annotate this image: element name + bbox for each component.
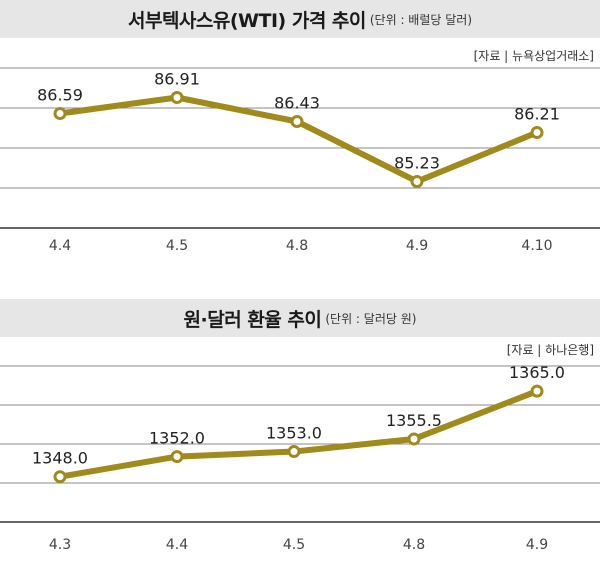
wti-data-point xyxy=(410,175,424,188)
krw-x-tick-label: 4.3 xyxy=(49,537,71,553)
wti-data-point xyxy=(290,115,304,128)
wti-data-point xyxy=(170,91,184,104)
krw-data-label: 1355.5 xyxy=(386,411,442,430)
wti-chart-title: 서부텍사스유(WTI) 가격 추이 xyxy=(127,9,366,32)
krw-x-tick-label: 4.5 xyxy=(283,537,305,553)
krw-x-tick-label: 4.4 xyxy=(166,537,188,553)
krw-chart-title: 원·달러 환율 추이 xyxy=(183,308,322,331)
krw-data-point xyxy=(287,445,301,459)
wti-data-point xyxy=(53,107,67,120)
wti-title-bar: 서부텍사스유(WTI) 가격 추이 (단위 : 배럴당 달러) xyxy=(0,0,600,38)
wti-x-tick-label: 4.10 xyxy=(521,238,552,254)
krw-data-point xyxy=(530,384,544,398)
wti-data-label: 85.23 xyxy=(394,154,440,173)
krw-data-point xyxy=(53,470,67,484)
krw-data-point xyxy=(170,450,184,464)
krw-source: [자료 | 하나은행] xyxy=(506,343,594,357)
wti-x-tick-label: 4.9 xyxy=(406,238,428,254)
wti-x-tick-label: 4.5 xyxy=(166,238,188,254)
wti-x-tick-label: 4.8 xyxy=(286,238,308,254)
krw-chart-unit: (단위 : 달러당 원) xyxy=(325,311,417,326)
krw-x-tick-label: 4.8 xyxy=(403,537,425,553)
wti-data-point xyxy=(530,126,544,139)
wti-chart-unit: (단위 : 배럴당 달러) xyxy=(369,12,473,27)
krw-data-label: 1352.0 xyxy=(149,429,205,448)
krw-data-label: 1348.0 xyxy=(32,449,88,468)
wti-data-label: 86.91 xyxy=(154,70,200,89)
krw-data-label: 1353.0 xyxy=(266,424,322,443)
krw-title-bar: 원·달러 환율 추이 (단위 : 달러당 원) xyxy=(0,299,600,337)
wti-line-chart: 86.59 4.4 86.91 4.5 86.43 4.8 85.23 4.9 86.21 4.1… xyxy=(0,67,600,254)
wti-data-label: 86.21 xyxy=(514,105,560,124)
krw-data-label: 1365.0 xyxy=(509,363,565,382)
wti-source: [자료 | 뉴욕상업거래소] xyxy=(473,49,594,63)
wti-data-label: 86.43 xyxy=(274,94,320,113)
wti-data-label: 86.59 xyxy=(37,86,83,105)
krw-data-point xyxy=(407,432,421,446)
wti-x-tick-label: 4.4 xyxy=(49,238,71,254)
krw-x-tick-label: 4.9 xyxy=(526,537,548,553)
